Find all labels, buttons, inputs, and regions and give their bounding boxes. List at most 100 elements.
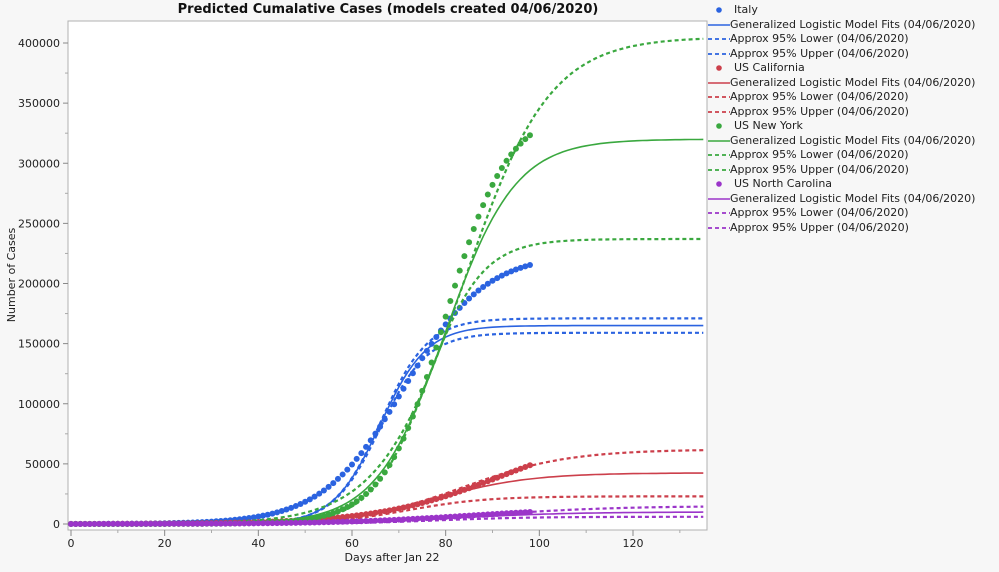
italy-point	[409, 370, 416, 377]
us-north-carolina-point	[526, 508, 533, 515]
us-california-point	[428, 497, 435, 504]
us-north-carolina-point	[367, 517, 374, 524]
us-north-carolina-point	[320, 519, 327, 526]
y-tick-label: 200000	[18, 278, 60, 291]
us-new-york-point	[349, 501, 355, 508]
us-north-carolina-point	[302, 519, 309, 526]
legend-item: Approx 95% Upper (04/06/2020)	[708, 47, 998, 62]
legend-item: Approx 95% Lower (04/06/2020)	[708, 90, 998, 105]
us-california-point	[377, 509, 384, 516]
us-new-york-point	[433, 344, 440, 351]
us-new-york-point	[339, 506, 346, 513]
legend-item: Generalized Logistic Model Fits (04/06/2…	[708, 18, 998, 33]
legend-points-symbol	[716, 181, 722, 188]
y-axis-label: Number of Cases	[5, 228, 18, 323]
us-north-carolina-point	[91, 520, 98, 527]
us-new-york-point	[353, 498, 360, 505]
italy-point	[423, 347, 430, 354]
us-california-point	[452, 490, 459, 497]
y-tick-label: 400000	[18, 37, 60, 50]
us-north-carolina-point	[208, 520, 215, 527]
us-new-york-point	[480, 202, 487, 209]
italy-point	[484, 280, 491, 287]
legend-item: Italy	[708, 3, 998, 18]
italy-point	[344, 466, 351, 473]
us-north-carolina-point	[278, 520, 285, 527]
legend-label: Approx 95% Lower (04/06/2020)	[730, 90, 909, 103]
us-new-york-point	[330, 509, 337, 516]
us-north-carolina-point	[156, 520, 163, 527]
italy-point	[400, 385, 407, 392]
us-new-york-point	[494, 172, 501, 179]
us-new-york-point	[372, 481, 379, 488]
us-california-point	[517, 465, 524, 472]
us-california-point	[484, 478, 491, 485]
italy-point	[503, 270, 510, 277]
us-california-point	[437, 494, 444, 501]
legend-item: US New York	[708, 119, 998, 134]
us-california-point	[475, 481, 482, 488]
us-california-point	[414, 501, 421, 508]
italy-point	[377, 423, 384, 430]
us-new-york-point	[484, 191, 491, 198]
legend-label: US New York	[734, 119, 803, 132]
x-tick-label: 0	[68, 537, 75, 550]
us-new-york-point	[419, 387, 426, 394]
us-new-york-point	[344, 503, 351, 510]
us-new-york-point	[423, 373, 430, 380]
us-california-point	[522, 463, 529, 470]
us-north-carolina-point	[508, 510, 515, 517]
us-north-carolina-point	[316, 519, 323, 526]
us-north-carolina-point	[96, 520, 103, 527]
us-north-carolina-point	[128, 520, 135, 527]
us-california-point	[344, 513, 351, 520]
us-north-carolina-point	[480, 511, 487, 518]
us-california-point	[334, 514, 341, 521]
us-north-carolina-point	[433, 514, 440, 521]
us-north-carolina-point	[466, 512, 473, 519]
us-north-carolina-point	[517, 509, 524, 516]
italy-point	[372, 430, 379, 437]
italy-point	[358, 450, 365, 457]
us-new-york-point	[522, 136, 529, 143]
us-california-point	[363, 511, 370, 518]
us-north-carolina-point	[171, 520, 178, 527]
us-north-carolina-point	[119, 520, 126, 527]
us-new-york-point	[400, 435, 407, 442]
italy-point	[292, 503, 299, 510]
us-north-carolina-point	[484, 511, 491, 518]
chart-title: Predicted Cumalative Cases (models creat…	[177, 2, 599, 17]
legend-item: US California	[708, 61, 998, 76]
us-california-point	[466, 485, 473, 492]
us-california-point	[494, 474, 501, 481]
us-north-carolina-point	[124, 520, 131, 527]
legend-fit-symbol	[708, 139, 730, 142]
us-new-york-point	[311, 514, 318, 521]
us-north-carolina-point	[222, 520, 229, 527]
y-tick-label: 350000	[18, 97, 60, 110]
italy-point	[494, 275, 501, 282]
us-north-carolina-point	[189, 520, 196, 527]
italy-point	[255, 513, 262, 520]
us-california-point	[409, 502, 416, 509]
us-north-carolina-point	[503, 510, 510, 517]
legend-label: US North Carolina	[734, 177, 833, 190]
italy-point	[466, 295, 473, 302]
us-california-point	[526, 462, 533, 469]
us-california-point	[386, 507, 393, 514]
us-north-carolina-point	[498, 510, 505, 517]
italy-point	[363, 443, 370, 450]
us-north-carolina-point	[339, 518, 346, 525]
us-new-york-point	[428, 359, 435, 366]
us-north-carolina-point	[147, 520, 154, 527]
us-north-carolina-point	[349, 518, 355, 525]
us-california-point	[512, 467, 519, 474]
us-north-carolina-point	[227, 520, 234, 527]
plot-area	[67, 20, 708, 531]
us-new-york-point	[437, 329, 444, 336]
y-tick-label: 0	[53, 518, 60, 531]
italy-point	[278, 508, 285, 515]
us-california-point	[442, 493, 449, 500]
us-north-carolina-point	[522, 509, 529, 516]
